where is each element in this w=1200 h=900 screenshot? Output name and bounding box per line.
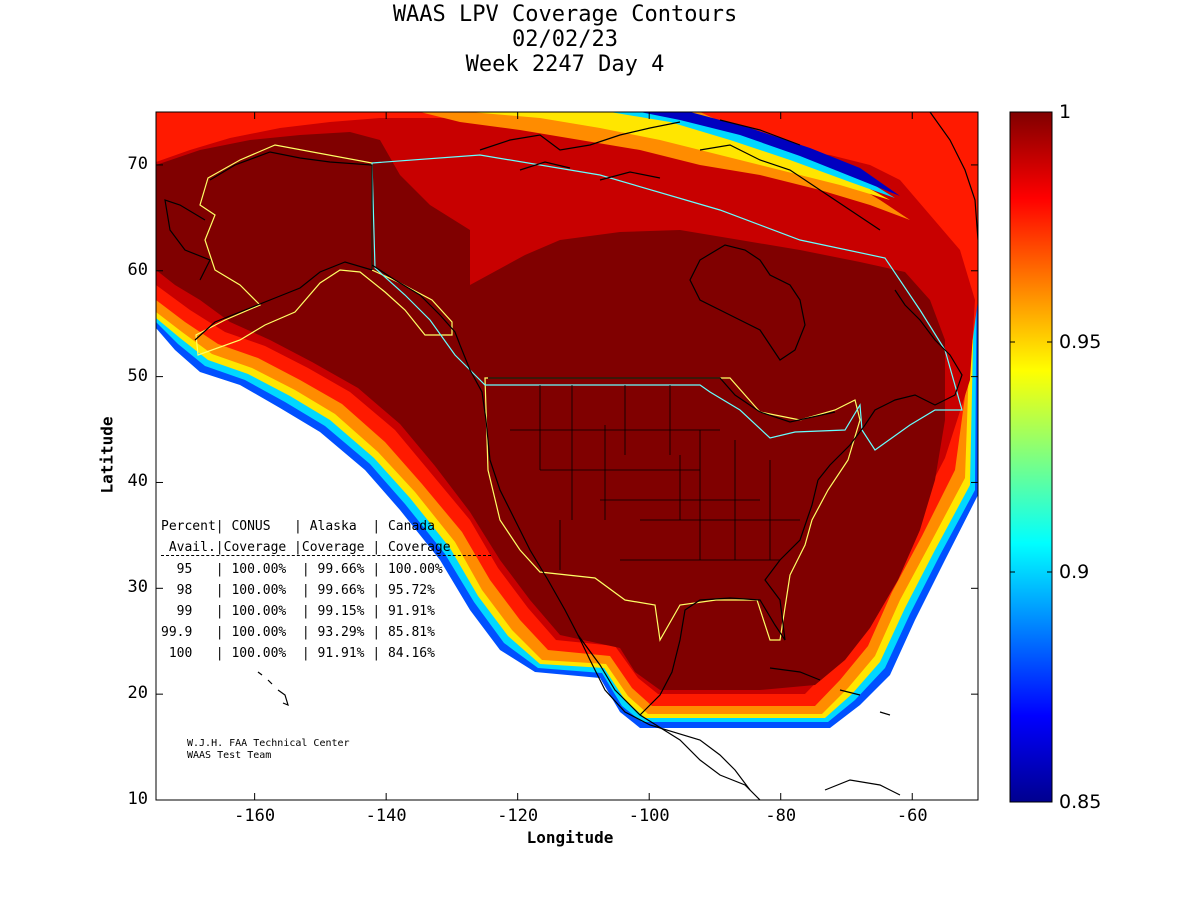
hawaii [257, 671, 289, 707]
x-tick-label: -100 [628, 806, 670, 826]
coastlines [164, 112, 978, 800]
credit-line-2: WAAS Test Team [187, 750, 272, 761]
colorbar-tick-marks [1010, 111, 1052, 803]
y-tick-label: 60 [127, 259, 148, 280]
coverage-stats-table: Percent| CONUS | Alaska | Canada Avail.|… [161, 516, 491, 664]
contour-arctic-yellow [470, 112, 890, 200]
x-tick-label: -80 [765, 806, 797, 826]
colorbar-label: 1 [1059, 101, 1072, 123]
y-tick-label: 30 [127, 577, 148, 598]
stats-header-2: Avail.|Coverage |Coverage | Coverage [161, 540, 451, 555]
caribbean [769, 667, 901, 796]
map-title-week: Week 2247 Day 4 [465, 52, 665, 77]
coverage-contours [156, 112, 978, 728]
conus-outline [484, 377, 861, 642]
coast-greenland [929, 112, 978, 241]
stats-row: 99.9 | 100.00% | 93.29% | 85.81% [161, 625, 435, 640]
y-tick-label: 70 [127, 153, 148, 174]
coast-atlantic [817, 289, 963, 481]
colorbar-label: 0.9 [1059, 561, 1090, 583]
coast-alaska [164, 151, 461, 346]
x-tick-label: -60 [896, 806, 928, 826]
y-tick-label: 40 [127, 471, 148, 492]
credit-block: W.J.H. FAA Technical Center WAAS Test Te… [187, 738, 350, 762]
colorbar-label: 0.95 [1059, 331, 1102, 353]
y-axis-label: Latitude [97, 416, 117, 494]
stats-row: 95 | 100.00% | 99.66% | 100.00% [161, 562, 443, 577]
map-title-date: 02/02/23 [512, 27, 618, 52]
coast-hudson [689, 244, 806, 361]
stats-separator [161, 555, 491, 557]
coast-pacific [459, 344, 761, 800]
canada-outline [371, 154, 963, 451]
stats-header-1: Percent| CONUS | Alaska | Canada [161, 519, 435, 534]
alaska-outline [195, 144, 453, 356]
y-tick-label: 50 [127, 365, 148, 386]
x-tick-label: -140 [365, 806, 407, 826]
x-tick-marks [254, 112, 913, 800]
credit-line-1: W.J.H. FAA Technical Center [187, 738, 350, 749]
colorbar [1009, 111, 1053, 803]
plot-frame [155, 111, 979, 801]
mexico-central-america [577, 634, 751, 791]
coast-arctic [479, 119, 881, 231]
y-tick-label: 10 [127, 789, 148, 809]
stats-row: 98 | 100.00% | 99.66% | 95.72% [161, 583, 435, 598]
stats-row: 100 | 100.00% | 91.91% | 84.16% [161, 646, 435, 661]
x-axis-label: Longitude [526, 828, 614, 847]
x-tick-label: -160 [234, 806, 276, 826]
stats-row: 99 | 100.00% | 99.15% | 91.91% [161, 604, 435, 619]
service-area-outlines [195, 144, 963, 642]
colorbar-label: 0.85 [1059, 791, 1102, 813]
us-states [510, 385, 800, 570]
x-tick-label: -120 [497, 806, 539, 826]
y-tick-label: 20 [127, 683, 148, 704]
us-canada-border [488, 377, 836, 423]
map-title-line-1: WAAS LPV Coverage Contours [392, 2, 738, 27]
y-tick-marks [156, 164, 978, 801]
coast-gulf [639, 479, 819, 716]
